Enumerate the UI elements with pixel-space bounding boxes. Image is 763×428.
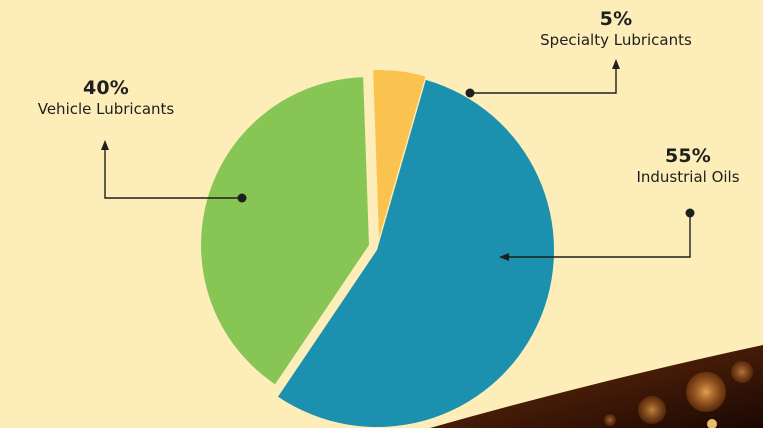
pointer-arrow-vehicle-lubricants xyxy=(101,140,109,150)
label-specialty-lubricants: 5% Specialty Lubricants xyxy=(528,8,704,50)
label-vehicle-lubricants: 40% Vehicle Lubricants xyxy=(6,77,206,119)
slice-industrial-oils xyxy=(278,79,555,428)
pct-vehicle-lubricants: 40% xyxy=(82,77,130,99)
bokeh-corner-decoration xyxy=(430,345,763,428)
name-specialty-lubricants: Specialty Lubricants xyxy=(540,31,692,49)
pointer-line-industrial-oils xyxy=(508,213,691,258)
pie-slices xyxy=(200,69,555,428)
pointer-lines xyxy=(101,59,695,261)
pointer-dot-industrial-oils xyxy=(685,208,695,218)
slice-specialty-lubricants xyxy=(373,69,426,238)
pct-industrial-oils: 55% xyxy=(664,145,712,167)
pointer-dot-vehicle-lubricants xyxy=(237,193,247,203)
pointer-dot-specialty-lubricants xyxy=(465,88,475,98)
name-industrial-oils: Industrial Oils xyxy=(636,168,740,186)
pointer-line-specialty-lubricants xyxy=(470,68,617,94)
name-vehicle-lubricants: Vehicle Lubricants xyxy=(37,100,175,118)
label-industrial-oils: 55% Industrial Oils xyxy=(612,145,763,187)
pct-specialty-lubricants: 5% xyxy=(599,8,633,30)
pointer-arrow-industrial-oils xyxy=(499,253,509,261)
pointer-arrow-specialty-lubricants xyxy=(612,59,620,69)
slice-vehicle-lubricants xyxy=(200,77,369,385)
pointer-line-vehicle-lubricants xyxy=(104,148,242,199)
